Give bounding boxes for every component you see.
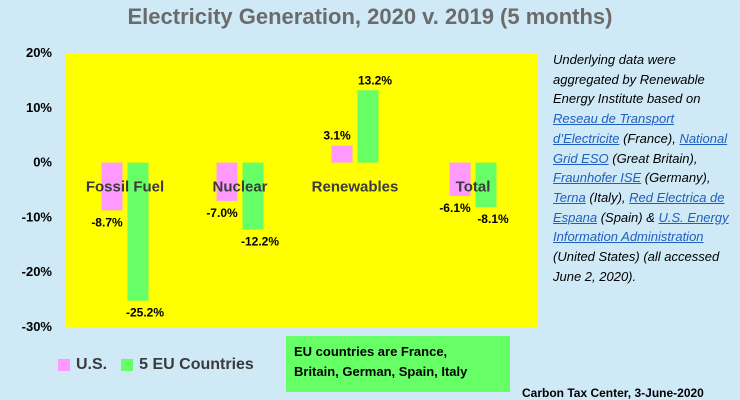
data-label-eu: 13.2% [358, 73, 392, 87]
bar-us [449, 162, 471, 197]
legend-swatch-eu [121, 359, 134, 371]
link-red-electrica[interactable]: Red Electrica de Espana [553, 189, 725, 225]
category-label: Nuclear [212, 179, 267, 196]
link-terna[interactable]: Terna [553, 189, 586, 205]
bar-eu [127, 162, 149, 301]
y-tick-label: 10% [26, 100, 52, 115]
category-label: Fossil Fuel [86, 179, 164, 196]
chart-title: Electricity Generation, 2020 v. 2019 (5 … [127, 4, 613, 29]
y-tick-label: -30% [22, 319, 53, 334]
category-label: Total [456, 179, 491, 196]
bar-us [331, 145, 353, 163]
y-axis: 20% 10% 0% -10% -20% -30% [22, 45, 53, 334]
source-text-4: (Italy), [585, 189, 630, 205]
source-text-5: (Spain) & [597, 209, 659, 225]
data-label-us: 3.1% [323, 129, 351, 143]
data-label-us: -6.1% [439, 201, 471, 215]
bar-eu [475, 162, 497, 207]
link-eia[interactable]: U.S. Energy Information Administration [553, 209, 729, 245]
data-label-us: -7.0% [206, 206, 238, 220]
link-fraunhofer[interactable]: Fraunhofer ISE [553, 170, 642, 186]
source-text-1: (France), [619, 130, 680, 146]
legend-label-eu: 5 EU Countries [139, 356, 254, 373]
legend-label-us: U.S. [76, 356, 108, 373]
bar-us [216, 162, 238, 201]
data-label-eu: -12.2% [241, 234, 279, 248]
eu-countries-note: EU countries are France, Britain, German… [286, 336, 510, 392]
legend-swatch-us [58, 359, 70, 371]
source-intro: Underlying data were aggregated by Renew… [553, 52, 705, 107]
bars [101, 90, 497, 301]
source-text-2: (Great Britain), [608, 150, 698, 166]
y-tick-label: 20% [26, 45, 52, 60]
link-rte[interactable]: Reseau de Transport d’Electricite [553, 111, 675, 146]
y-tick-label: -10% [22, 209, 53, 224]
data-label-eu: -8.1% [477, 212, 509, 226]
legend-item-eu: 5 EU Countries [121, 356, 254, 374]
bar-eu [357, 90, 379, 163]
legend: U.S. 5 EU Countries [58, 356, 268, 374]
source-description: Underlying data were aggregated by Renew… [553, 50, 738, 286]
y-tick-label: -20% [22, 264, 53, 279]
data-label-eu: -25.2% [126, 306, 164, 320]
data-labels: -8.7% -7.0% 3.1% -6.1% -25.2% -12.2% 13.2% -8.1… [91, 73, 509, 319]
category-label: Renewables [312, 179, 399, 196]
category-labels: Fossil Fuel Nuclear Renewables Total [86, 179, 491, 196]
link-national-grid[interactable]: National Grid ESO [553, 130, 728, 166]
credit-text: Carbon Tax Center, 3-June-2020 [522, 386, 704, 400]
source-text-3: (Germany), [641, 170, 711, 186]
data-label-us: -8.7% [91, 215, 123, 229]
bar-us [101, 162, 123, 211]
bar-eu [242, 162, 264, 230]
y-tick-label: 0% [33, 155, 52, 170]
note-line-1: EU countries are France, [294, 344, 448, 359]
note-line-2: Britain, German, Spain, Italy [294, 364, 468, 379]
source-text-6: (United States) (all accessed June 2, 20… [553, 249, 720, 284]
legend-item-us: U.S. [58, 356, 107, 374]
